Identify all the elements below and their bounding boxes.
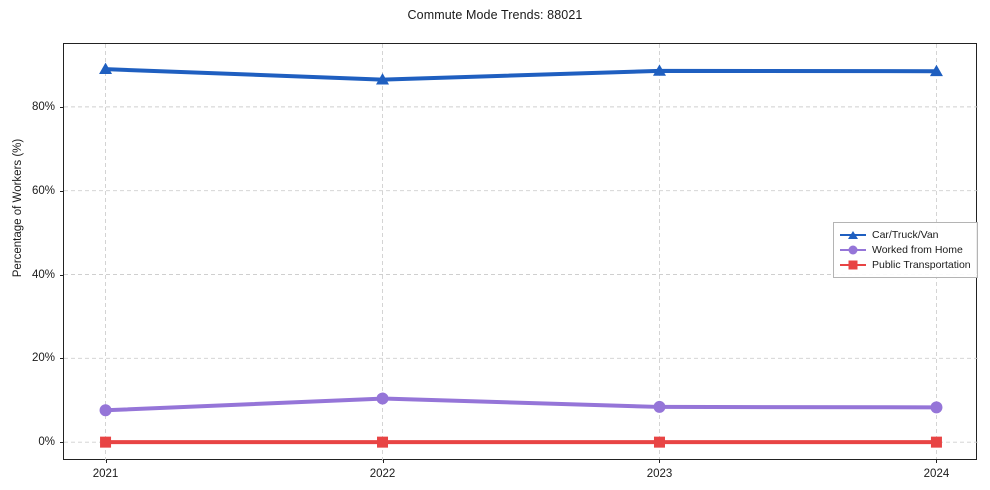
- y-tick-label: 40%: [31, 268, 55, 281]
- data-point-marker: [930, 401, 943, 414]
- y-tick-label: 0%: [38, 436, 55, 449]
- data-point-marker: [99, 62, 113, 75]
- plot-area: 0% 20% 40% 60% 80% 2021 2022 2023 2024: [32, 43, 978, 480]
- data-point-marker: [653, 436, 665, 448]
- y-axis-label: Percentage of Workers (%): [12, 138, 24, 278]
- legend-marker-triangle-icon: [848, 230, 858, 239]
- data-point-marker: [930, 436, 942, 448]
- series-line: [105, 67, 937, 82]
- series-line: [105, 396, 937, 413]
- x-tick-label: 2022: [369, 468, 396, 480]
- y-tick-label: 20%: [31, 352, 55, 365]
- plot-svg: [64, 44, 978, 461]
- data-point-marker: [377, 436, 389, 448]
- legend-swatch: [840, 259, 866, 271]
- legend-item-1[interactable]: Worked from Home: [840, 242, 971, 257]
- legend-label: Public Transportation: [872, 258, 971, 271]
- y-tick-mark: [60, 442, 64, 444]
- x-tick-mark: [936, 459, 938, 463]
- x-tick-mark: [105, 459, 107, 463]
- legend-label: Car/Truck/Van: [872, 228, 939, 241]
- y-tick-mark: [60, 274, 64, 276]
- data-point-marker: [376, 392, 389, 405]
- y-tick-mark: [60, 190, 64, 192]
- y-tick-mark: [60, 358, 64, 360]
- data-point-marker: [100, 436, 112, 448]
- x-tick-mark: [382, 459, 384, 463]
- series-0: [99, 62, 943, 85]
- data-point-marker: [376, 73, 390, 85]
- data-point-marker: [929, 64, 943, 77]
- data-point-marker: [99, 404, 112, 417]
- legend-marker-square-icon: [848, 260, 858, 269]
- x-tick-label: 2023: [646, 468, 673, 480]
- x-tick-label: 2021: [92, 468, 119, 480]
- legend-swatch: [840, 244, 866, 256]
- series-2: [100, 436, 942, 448]
- y-tick-mark: [60, 106, 64, 108]
- legend-marker-circle-icon: [848, 245, 858, 254]
- y-tick-label: 60%: [31, 184, 55, 197]
- legend-swatch: [840, 229, 866, 241]
- data-point-marker: [652, 64, 666, 76]
- chart-legend[interactable]: Car/Truck/Van Worked from Home Public Tran…: [833, 222, 978, 278]
- y-tick-label: 80%: [31, 100, 55, 113]
- x-tick-mark: [659, 459, 661, 463]
- legend-label: Worked from Home: [872, 243, 963, 256]
- x-tick-label: 2024: [923, 468, 950, 480]
- legend-item-2[interactable]: Public Transportation: [840, 257, 971, 272]
- legend-item-0[interactable]: Car/Truck/Van: [840, 227, 971, 242]
- chart-title: Commute Mode Trends: 88021: [407, 8, 583, 22]
- series-1: [99, 392, 943, 417]
- data-point-marker: [653, 400, 666, 413]
